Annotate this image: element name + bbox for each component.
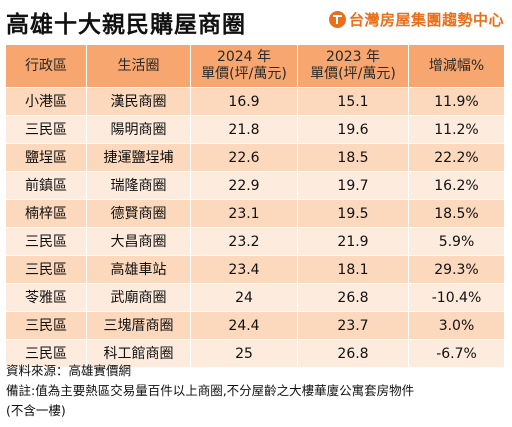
cell-price-2024: 16.9 xyxy=(190,87,298,116)
cell-price-2023: 23.7 xyxy=(297,311,409,340)
brand-name: 台灣房屋集團趨勢中心 xyxy=(348,11,504,29)
remark-note-line1: 備註:值為主要熱區交易量百件以上商圈,不分屋齡之大樓華廈公寓套房物件 xyxy=(6,383,415,398)
header-area: 生活圈 xyxy=(86,44,191,88)
cell-price-2024: 22.6 xyxy=(190,143,298,172)
cell-district: 三民區 xyxy=(5,227,87,256)
table-row: 楠梓區 德賢商圈 23.1 19.5 18.5% xyxy=(5,199,505,228)
cell-area: 高雄車站 xyxy=(86,255,191,284)
cell-change: 5.9% xyxy=(408,227,505,256)
cell-change: 22.2% xyxy=(408,143,505,172)
cell-price-2024: 21.8 xyxy=(190,115,298,144)
table-row: 苓雅區 武廟商圈 24 26.8 -10.4% xyxy=(5,283,505,312)
cell-district: 三民區 xyxy=(5,255,87,284)
cell-area: 漢民商圈 xyxy=(86,87,191,116)
cell-price-2023: 18.5 xyxy=(297,143,409,172)
cell-price-2024: 23.2 xyxy=(190,227,298,256)
table-row: 三民區 高雄車站 23.4 18.1 29.3% xyxy=(5,255,505,284)
cell-price-2023: 21.9 xyxy=(297,227,409,256)
cell-price-2024: 24.4 xyxy=(190,311,298,340)
cell-price-2023: 19.7 xyxy=(297,171,409,200)
cell-area: 德賢商圈 xyxy=(86,199,191,228)
table-header-row: 行政區 生活圈 2024 年單價(坪/萬元) 2023 年單價(坪/萬元) 增減… xyxy=(5,44,505,88)
cell-district: 前鎮區 xyxy=(5,171,87,200)
cell-price-2023: 15.1 xyxy=(297,87,409,116)
cell-change: -6.7% xyxy=(408,339,505,368)
cell-area: 三塊厝商圈 xyxy=(86,311,191,340)
cell-price-2024: 23.4 xyxy=(190,255,298,284)
cell-district: 楠梓區 xyxy=(5,199,87,228)
table-row: 三民區 三塊厝商圈 24.4 23.7 3.0% xyxy=(5,311,505,340)
cell-change: 11.2% xyxy=(408,115,505,144)
table-row: 前鎮區 瑞隆商圈 22.9 19.7 16.2% xyxy=(5,171,505,200)
footer: 資料來源：高雄實價網 備註:值為主要熱區交易量百件以上商圈,不分屋齡之大樓華廈公… xyxy=(6,361,414,421)
cell-area: 武廟商圈 xyxy=(86,283,191,312)
cell-area: 大昌商圈 xyxy=(86,227,191,256)
cell-change: 11.9% xyxy=(408,87,505,116)
table-row: 三民區 陽明商圈 21.8 19.6 11.2% xyxy=(5,115,505,144)
cell-district: 苓雅區 xyxy=(5,283,87,312)
cell-area: 捷運鹽埕埔 xyxy=(86,143,191,172)
cell-district: 三民區 xyxy=(5,339,87,368)
cell-district: 鹽埕區 xyxy=(5,143,87,172)
cell-price-2023: 26.8 xyxy=(297,339,409,368)
table-row: 三民區 大昌商圈 23.2 21.9 5.9% xyxy=(5,227,505,256)
cell-price-2023: 19.5 xyxy=(297,199,409,228)
cell-price-2023: 19.6 xyxy=(297,115,409,144)
header: 高雄十大親民購屋商圈 台灣房屋集團趨勢中心 xyxy=(0,0,512,44)
brand-logo-icon xyxy=(328,11,346,28)
cell-price-2024: 25 xyxy=(190,339,298,368)
cell-district: 三民區 xyxy=(5,311,87,340)
table-row: 鹽埕區 捷運鹽埕埔 22.6 18.5 22.2% xyxy=(5,143,505,172)
remark-note-line2: (不含一樓) xyxy=(6,403,66,418)
cell-change: -10.4% xyxy=(408,283,505,312)
price-table: 行政區 生活圈 2024 年單價(坪/萬元) 2023 年單價(坪/萬元) 增減… xyxy=(5,44,505,368)
cell-price-2024: 23.1 xyxy=(190,199,298,228)
cell-change: 18.5% xyxy=(408,199,505,228)
cell-change: 29.3% xyxy=(408,255,505,284)
header-2024-price: 2024 年單價(坪/萬元) xyxy=(190,44,298,88)
cell-price-2024: 24 xyxy=(190,283,298,312)
page-title: 高雄十大親民購屋商圈 xyxy=(6,12,246,38)
cell-price-2023: 18.1 xyxy=(297,255,409,284)
header-2023-price: 2023 年單價(坪/萬元) xyxy=(297,44,409,88)
cell-price-2023: 26.8 xyxy=(297,283,409,312)
source-note: 資料來源：高雄實價網 xyxy=(6,363,132,378)
cell-change: 3.0% xyxy=(408,311,505,340)
header-change: 增減幅% xyxy=(408,44,505,88)
cell-change: 16.2% xyxy=(408,171,505,200)
cell-area: 瑞隆商圈 xyxy=(86,171,191,200)
header-district: 行政區 xyxy=(5,44,87,88)
table-row: 小港區 漢民商圈 16.9 15.1 11.9% xyxy=(5,87,505,116)
cell-area: 陽明商圈 xyxy=(86,115,191,144)
cell-price-2024: 22.9 xyxy=(190,171,298,200)
cell-district: 三民區 xyxy=(5,115,87,144)
brand: 台灣房屋集團趨勢中心 xyxy=(328,9,504,30)
cell-district: 小港區 xyxy=(5,87,87,116)
table-row: 三民區 科工館商圈 25 26.8 -6.7% xyxy=(5,339,505,368)
